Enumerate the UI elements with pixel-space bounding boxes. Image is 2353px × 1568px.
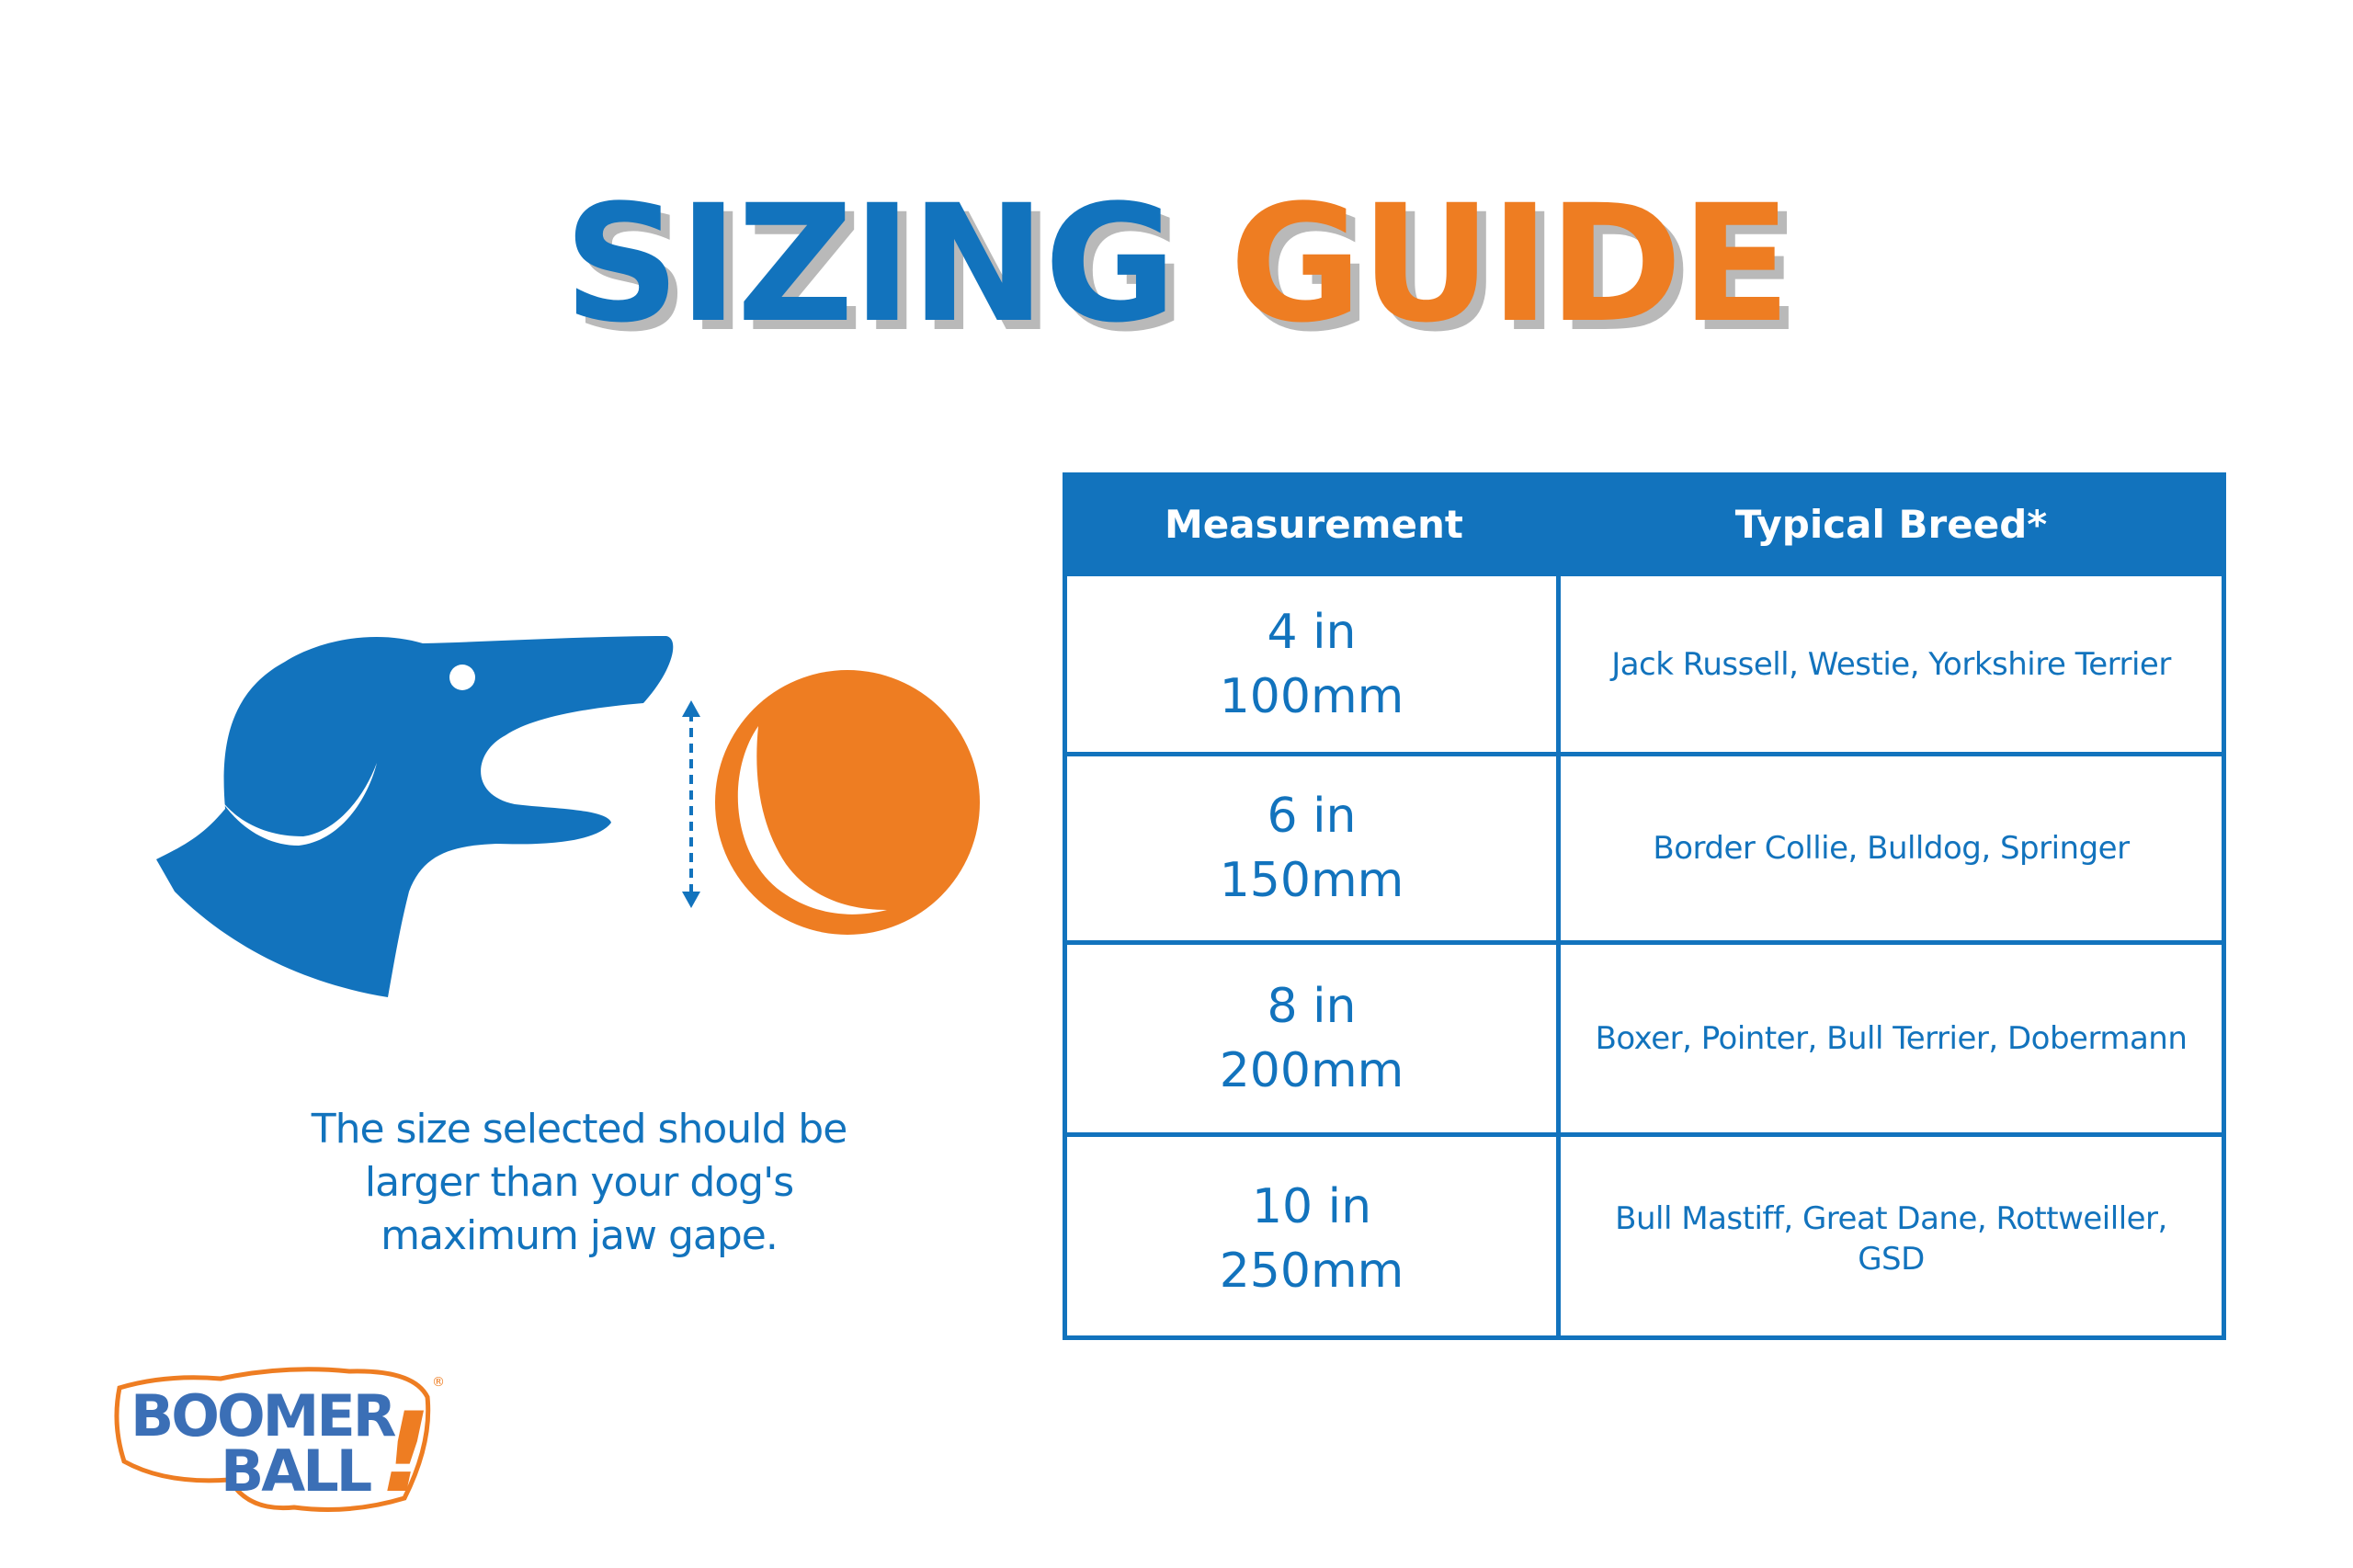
logo-line2: BALL xyxy=(221,1437,371,1505)
dog-ball-illustration xyxy=(156,636,980,997)
measurement-inches: 4 in xyxy=(1267,604,1357,660)
caption-line: The size selected should be xyxy=(311,1106,848,1153)
table-row: 8 in 200mm Boxer, Pointer, Bull Terrier, … xyxy=(1067,940,2222,1132)
sizing-table: Measurement Typical Breed* 4 in 100mm Jac… xyxy=(1063,472,2226,1340)
measurement-mm: 100mm xyxy=(1219,668,1404,724)
breed-cell: Jack Russell, Westie, Yorkshire Terrier xyxy=(1611,645,2171,683)
measurement-cell: 6 in 150mm xyxy=(1067,756,1561,940)
measurement-cell: 10 in 250mm xyxy=(1067,1137,1561,1340)
breed-cell: Bull Mastiff, Great Dane, Rottweiller, G… xyxy=(1615,1199,2167,1278)
header-measurement: Measurement xyxy=(1165,502,1463,547)
header-typical-breed: Typical Breed* xyxy=(1734,502,2048,547)
measurement-cell: 8 in 200mm xyxy=(1067,945,1561,1132)
jaw-gape-arrow-icon xyxy=(682,700,700,908)
ball-icon xyxy=(715,670,980,935)
measurement-inches: 10 in xyxy=(1251,1178,1372,1234)
dog-head-icon xyxy=(156,636,674,997)
measurement-mm: 250mm xyxy=(1219,1243,1404,1299)
table-row: 10 in 250mm Bull Mastiff, Great Dane, Rot… xyxy=(1067,1132,2222,1340)
caption-line: larger than your dog's xyxy=(364,1159,794,1206)
measurement-inches: 6 in xyxy=(1267,789,1357,844)
title-sizing: SIZING xyxy=(563,170,1176,358)
breed-cell: Border Collie, Bulldog, Springer xyxy=(1653,830,2130,867)
logo-line1: BOOMER xyxy=(131,1382,396,1449)
registered-mark: ® xyxy=(432,1375,445,1390)
table-row: 6 in 150mm Border Collie, Bulldog, Spring… xyxy=(1067,752,2222,940)
jaw-gape-caption: The size selected should be larger than … xyxy=(239,1103,919,1263)
measurement-cell: 4 in 100mm xyxy=(1067,576,1561,752)
breed-cell: Boxer, Pointer, Bull Terrier, Dobermann xyxy=(1595,1020,2188,1057)
table-header: Measurement Typical Breed* xyxy=(1067,477,2222,572)
measurement-inches: 8 in xyxy=(1267,979,1357,1034)
table-row: 4 in 100mm Jack Russell, Westie, Yorkshir… xyxy=(1067,572,2222,752)
boomer-ball-logo: BOOMER BALL ! ® xyxy=(114,1367,445,1517)
measurement-mm: 200mm xyxy=(1219,1043,1404,1098)
page-title: SIZING GUIDE xyxy=(0,184,2353,346)
measurement-mm: 150mm xyxy=(1219,853,1404,908)
title-guide: GUIDE xyxy=(1229,170,1791,358)
caption-line: maximum jaw gape. xyxy=(381,1212,779,1259)
